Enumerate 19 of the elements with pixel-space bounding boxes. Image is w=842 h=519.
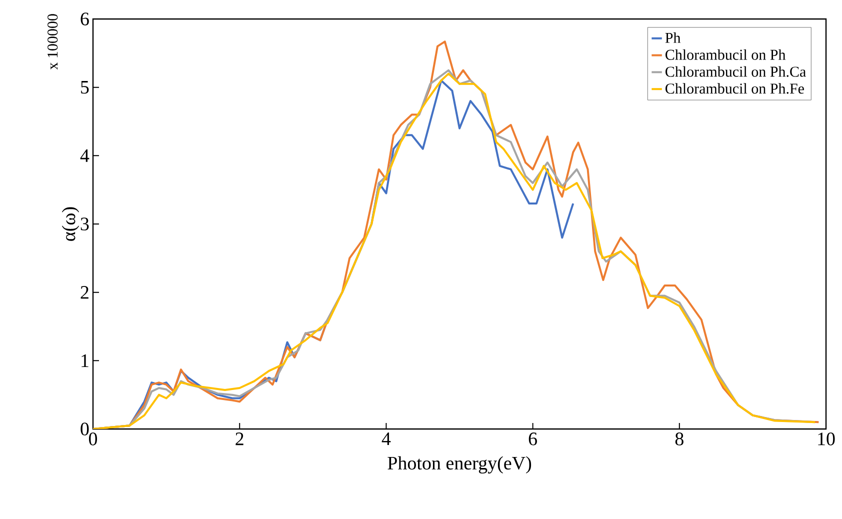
x-tick-label: 8: [675, 432, 684, 446]
legend-label: Chlorambucil on Ph.Fe: [666, 83, 804, 94]
legend-label: Ph: [665, 32, 681, 43]
x-tick-label: 10: [818, 432, 835, 446]
y-tick-label: 1: [82, 354, 88, 367]
y-tick-label: 3: [80, 218, 89, 230]
y-tick-label: 0: [80, 422, 89, 436]
y-tick-label: 6: [80, 12, 89, 26]
y-tick-label: 5: [81, 81, 89, 94]
x-tick-label: 2: [236, 432, 244, 446]
x-axis-title: Photon energy(eV): [388, 456, 532, 474]
y-axis-title: α(ω): [62, 207, 80, 241]
text: x 100000: [48, 14, 58, 70]
x-tick-label: 6: [528, 432, 537, 446]
y-tick-label: 2: [80, 286, 88, 299]
x-tick-label: 4: [382, 432, 391, 446]
y-tick-label: 4: [80, 149, 90, 162]
legend-label: Chlorambucil on Ph: [666, 49, 786, 60]
legend-label: Chlorambucil on Ph.Ca: [666, 66, 806, 77]
